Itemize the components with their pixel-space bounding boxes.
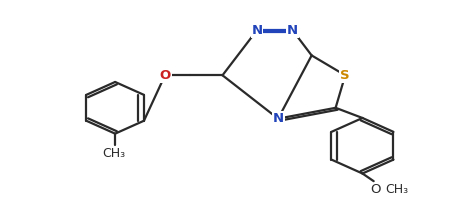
Text: S: S <box>340 69 350 82</box>
Text: N: N <box>251 24 263 37</box>
Text: CH₃: CH₃ <box>102 147 125 160</box>
Text: N: N <box>272 112 284 125</box>
Text: CH₃: CH₃ <box>385 183 408 197</box>
Text: O: O <box>159 69 171 82</box>
Text: O: O <box>371 183 381 197</box>
Text: N: N <box>287 24 298 37</box>
